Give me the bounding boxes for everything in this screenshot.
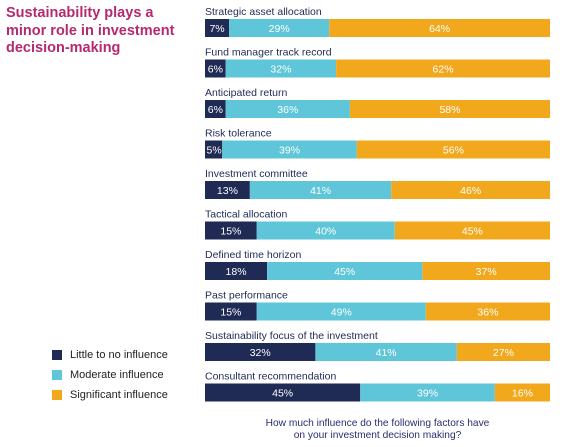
data-label-tactical-allocation-moderate-influence: 40% (315, 226, 336, 238)
legend-label-little: Little to no influence (70, 349, 168, 361)
bar-tactical-allocation-moderate-influence (256, 221, 395, 240)
data-label-risk-tolerance-moderate-influence: 39% (279, 145, 300, 157)
data-label-investment-committee-significant-influence: 46% (460, 185, 481, 197)
legend-label-moderate: Moderate influence (70, 369, 164, 381)
legend-item-moderate: Moderate influence (52, 365, 168, 385)
bar-risk-tolerance-little-to-no-influence (205, 140, 223, 159)
data-label-defined-time-horizon-significant-influence: 37% (476, 266, 497, 278)
data-label-strategic-asset-allocation-little-to-no-influence: 7% (209, 23, 224, 35)
bar-fund-manager-track-record-little-to-no-influence (205, 59, 226, 78)
bar-sustainability-focus-of-the-investment-significant-influence (456, 343, 550, 361)
caption-line-2: on your investment decision making? (293, 429, 462, 441)
data-label-strategic-asset-allocation-moderate-influence: 29% (269, 23, 290, 35)
bar-consultant-recommendation-significant-influence (494, 383, 550, 402)
bar-risk-tolerance-moderate-influence (222, 140, 357, 159)
legend-swatch-significant (52, 390, 62, 400)
data-label-tactical-allocation-significant-influence: 45% (462, 226, 483, 238)
bar-investment-committee-moderate-influence (249, 181, 392, 199)
bar-anticipated-return-little-to-no-influence (205, 100, 226, 118)
legend: Little to no influence Moderate influenc… (52, 345, 168, 405)
bar-strategic-asset-allocation-little-to-no-influence (205, 19, 230, 37)
data-label-tactical-allocation-little-to-no-influence: 15% (220, 226, 241, 238)
bar-fund-manager-track-record-moderate-influence (225, 59, 337, 78)
data-label-consultant-recommendation-little-to-no-influence: 45% (272, 388, 293, 400)
chart-title: Sustainability plays a minor role in inv… (6, 5, 175, 56)
bar-strategic-asset-allocation-significant-influence (329, 19, 550, 37)
data-label-fund-manager-track-record-little-to-no-influence: 6% (208, 64, 223, 76)
bar-past-performance-significant-influence (425, 302, 550, 321)
bar-anticipated-return-significant-influence (349, 100, 550, 118)
data-label-defined-time-horizon-moderate-influence: 45% (334, 266, 355, 278)
data-label-investment-committee-moderate-influence: 41% (310, 185, 331, 197)
bar-defined-time-horizon-little-to-no-influence (205, 262, 268, 280)
bar-sustainability-focus-of-the-investment-moderate-influence (315, 343, 457, 361)
data-label-risk-tolerance-significant-influence: 56% (443, 145, 464, 157)
data-label-consultant-recommendation-moderate-influence: 39% (417, 388, 438, 400)
data-label-sustainability-focus-of-the-investment-moderate-influence: 41% (376, 347, 397, 359)
data-label-defined-time-horizon-little-to-no-influence: 18% (226, 266, 247, 278)
bar-past-performance-moderate-influence (256, 302, 426, 321)
data-label-sustainability-focus-of-the-investment-significant-influence: 27% (493, 347, 514, 359)
category-label-anticipated-return: Anticipated return (205, 87, 287, 99)
bar-risk-tolerance-significant-influence (356, 140, 550, 159)
category-label-fund-manager-track-record: Fund manager track record (205, 47, 332, 59)
bar-tactical-allocation-little-to-no-influence (205, 221, 257, 240)
bar-consultant-recommendation-moderate-influence (360, 383, 495, 402)
data-label-risk-tolerance-little-to-no-influence: 5% (207, 145, 222, 157)
legend-label-significant: Significant influence (70, 389, 168, 401)
legend-item-significant: Significant influence (52, 385, 168, 405)
caption-line-1: How much influence do the following fact… (265, 418, 490, 429)
legend-swatch-moderate (52, 370, 62, 380)
category-label-tactical-allocation: Tactical allocation (205, 209, 287, 221)
data-label-fund-manager-track-record-moderate-influence: 32% (270, 64, 291, 76)
bar-investment-committee-significant-influence (391, 181, 550, 199)
bar-anticipated-return-moderate-influence (225, 100, 350, 118)
category-label-strategic-asset-allocation: Strategic asset allocation (205, 6, 322, 18)
bar-past-performance-little-to-no-influence (205, 302, 257, 321)
bar-investment-committee-little-to-no-influence (205, 181, 250, 199)
data-label-strategic-asset-allocation-significant-influence: 64% (429, 23, 450, 35)
bar-strategic-asset-allocation-moderate-influence (229, 19, 330, 37)
data-label-past-performance-significant-influence: 36% (477, 307, 498, 319)
bar-sustainability-focus-of-the-investment-little-to-no-influence (205, 343, 316, 361)
data-label-consultant-recommendation-significant-influence: 16% (512, 388, 533, 400)
bar-tactical-allocation-significant-influence (394, 221, 550, 240)
category-label-defined-time-horizon: Defined time horizon (205, 249, 301, 261)
category-label-past-performance: Past performance (205, 290, 288, 302)
chart-caption: How much influence do the following fact… (205, 418, 550, 441)
category-label-risk-tolerance: Risk tolerance (205, 128, 272, 140)
data-label-sustainability-focus-of-the-investment-little-to-no-influence: 32% (250, 347, 271, 359)
data-label-anticipated-return-little-to-no-influence: 6% (208, 104, 223, 116)
bar-fund-manager-track-record-significant-influence (336, 59, 550, 78)
bar-consultant-recommendation-little-to-no-influence (205, 383, 361, 402)
data-label-anticipated-return-significant-influence: 58% (439, 104, 460, 116)
bar-defined-time-horizon-moderate-influence (267, 262, 423, 280)
category-label-consultant-recommendation: Consultant recommendation (205, 371, 336, 383)
legend-item-little: Little to no influence (52, 345, 168, 365)
data-label-anticipated-return-moderate-influence: 36% (277, 104, 298, 116)
data-label-fund-manager-track-record-significant-influence: 62% (433, 64, 454, 76)
data-label-past-performance-moderate-influence: 49% (331, 307, 352, 319)
category-label-investment-committee: Investment committee (205, 168, 308, 180)
data-label-past-performance-little-to-no-influence: 15% (220, 307, 241, 319)
category-label-sustainability-focus-of-the-investment: Sustainability focus of the investment (205, 330, 378, 342)
data-label-investment-committee-little-to-no-influence: 13% (217, 185, 238, 197)
legend-swatch-little (52, 350, 62, 360)
bar-defined-time-horizon-significant-influence (422, 262, 550, 280)
